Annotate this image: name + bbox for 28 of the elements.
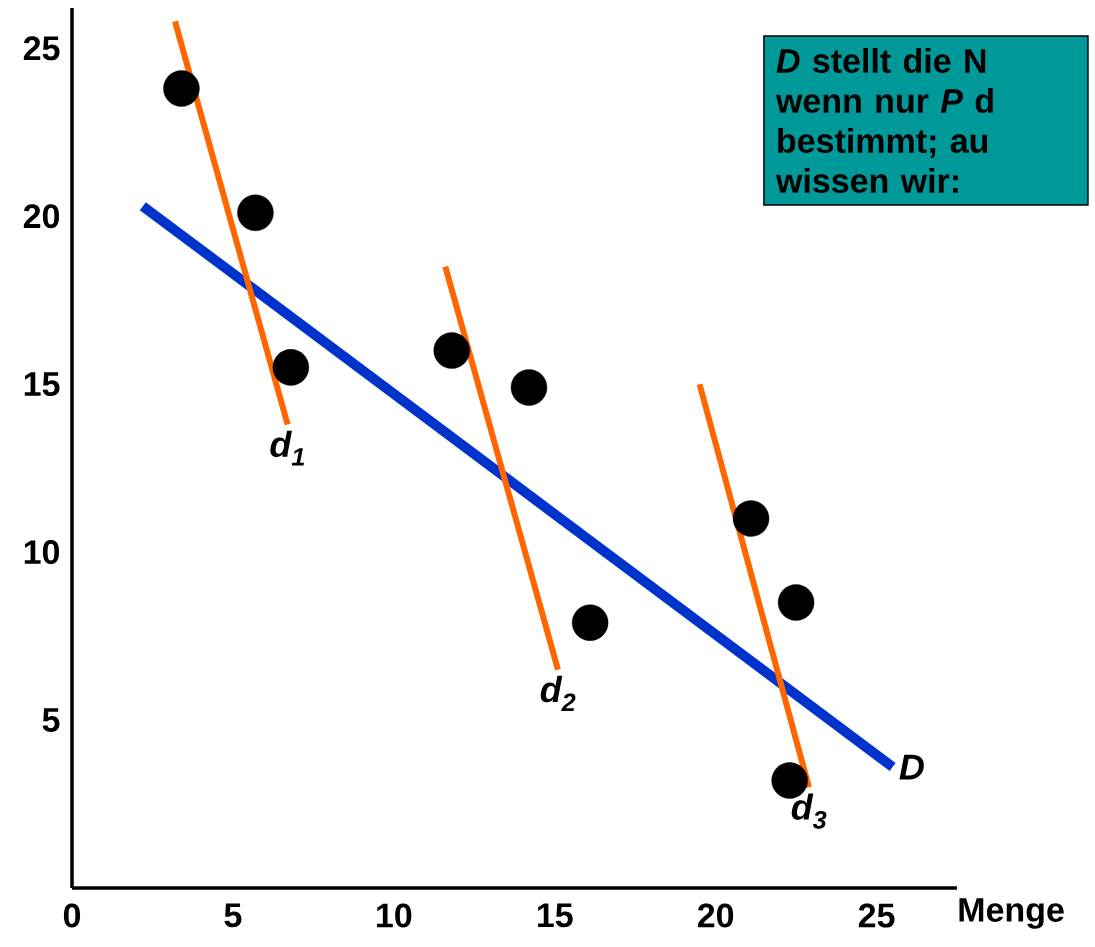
- x-tick-label: 25: [858, 903, 895, 928]
- x-tick-label: 15: [537, 903, 573, 928]
- point: [433, 332, 470, 369]
- y-tick-label: 10: [24, 540, 60, 565]
- point: [571, 604, 609, 641]
- annotation: wissen wir:: [775, 168, 958, 193]
- point: [777, 584, 815, 621]
- series-label: D: [899, 754, 924, 780]
- y-tick-label: 25: [23, 36, 60, 61]
- point: [237, 194, 274, 232]
- annotation: D stellt die N: [776, 48, 986, 73]
- point: [510, 369, 548, 406]
- series-label: d$_{3}$: [791, 793, 827, 829]
- point: [732, 500, 770, 537]
- series-label: d$_{2}$: [540, 675, 576, 711]
- x-tick-label: 10: [377, 903, 412, 928]
- annotation: bestimmt; au: [778, 128, 988, 158]
- point: [163, 70, 200, 107]
- x-tick-label: 0: [63, 903, 81, 928]
- series-label: d$_{1}$: [270, 430, 305, 466]
- y-tick-label: 20: [23, 204, 60, 229]
- x-tick-label: 5: [224, 903, 242, 928]
- y-tick-label: 5: [42, 708, 60, 732]
- point: [272, 349, 310, 386]
- y-tick-label: 15: [24, 372, 60, 397]
- annotation: wenn nur P d: [775, 88, 993, 113]
- x-axis-title: Menge: [959, 898, 1064, 929]
- x-tick-label: 20: [697, 903, 734, 928]
